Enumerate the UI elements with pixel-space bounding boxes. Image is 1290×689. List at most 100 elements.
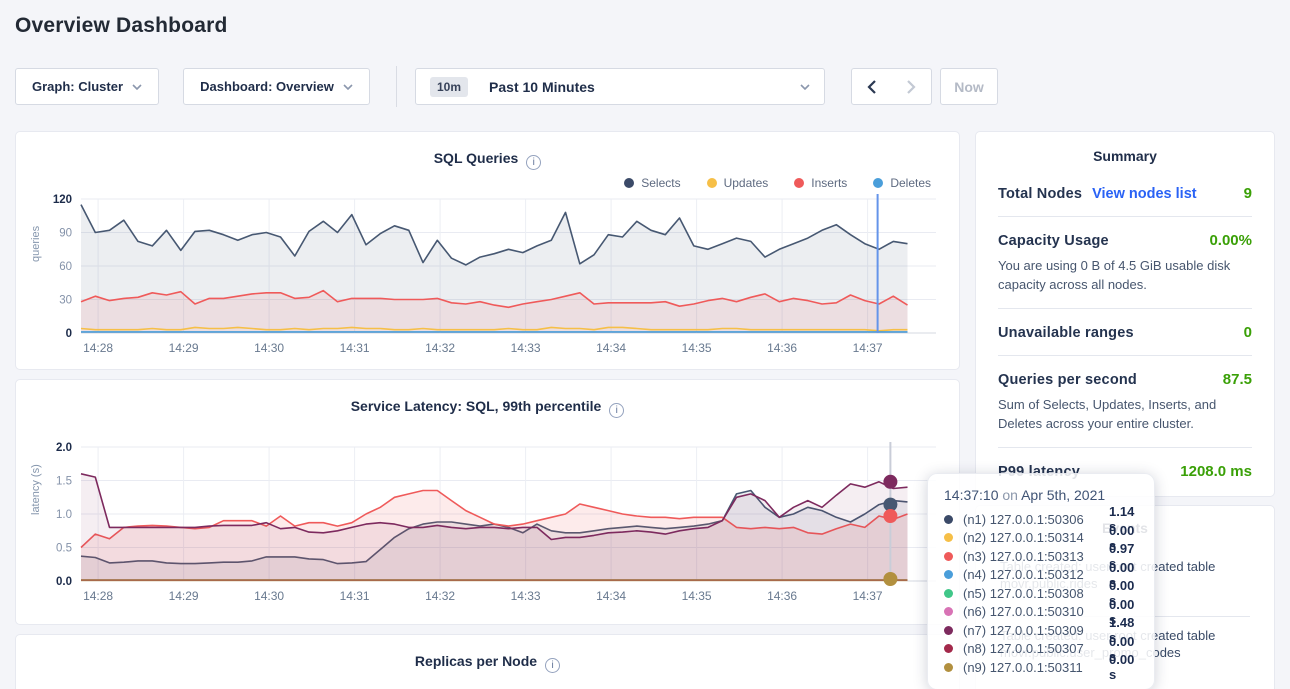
tooltip-node-address: (n2) 127.0.0.1:50314 <box>963 530 1084 546</box>
summary-item: Queries per second 87.5 Sum of Selects, Up… <box>998 356 1252 448</box>
x-tick-label: 14:37 <box>853 341 883 355</box>
tooltip-node-latency: 0.97 s <box>1109 541 1135 572</box>
x-tick-label: 14:29 <box>169 589 199 603</box>
x-tick-label: 14:34 <box>596 341 626 355</box>
node-color-dot <box>944 588 953 598</box>
legend-item-deletes[interactable]: Deletes <box>873 176 931 190</box>
x-tick-label: 14:28 <box>83 589 113 603</box>
sql-queries-chart[interactable]: 0 30 60 90 120 14:28 14:29 14:30 14:31 14:32 14:33… <box>16 192 959 364</box>
summary-item-description: You are using 0 B of 4.5 GiB usable disk… <box>998 258 1231 292</box>
time-range-label: Past 10 Minutes <box>489 78 595 95</box>
tooltip-timestamp: 14:37:10 on Apr 5th, 2021 <box>944 487 1106 503</box>
y-tick-label: 30 <box>59 295 72 307</box>
info-icon[interactable]: i <box>545 658 561 673</box>
legend-dot <box>624 178 635 188</box>
now-button-label: Now <box>954 78 984 95</box>
service-latency-card: Service Latency: SQL, 99th percentile i l… <box>15 379 960 625</box>
time-range-picker[interactable]: 10m Past 10 Minutes <box>415 68 825 105</box>
tooltip-node-address: (n6) 127.0.0.1:50310 <box>963 604 1084 620</box>
y-tick-label: 1.5 <box>56 476 72 488</box>
chevron-down-icon <box>343 83 353 90</box>
x-tick-label: 14:30 <box>254 341 284 355</box>
view-nodes-list-link[interactable]: View nodes list <box>1092 186 1197 202</box>
node-color-dot <box>944 551 953 561</box>
tooltip-node-address: (n9) 127.0.0.1:50311 <box>963 659 1083 675</box>
tooltip-node-address: (n7) 127.0.0.1:50309 <box>963 622 1084 638</box>
legend-item-selects[interactable]: Selects <box>624 176 681 190</box>
tooltip-node-latency: 0.00 s <box>1109 522 1135 553</box>
tooltip-row: (n4) 127.0.0.1:50312 0.00 s <box>944 560 1138 590</box>
node-color-dot <box>944 662 953 672</box>
hover-dot-n3 <box>883 509 898 523</box>
series-n3-line <box>80 489 908 549</box>
prev-time-button[interactable] <box>851 68 892 105</box>
summary-item-value: 0 <box>1243 324 1252 341</box>
legend-label: Inserts <box>811 176 848 190</box>
tooltip-row: (n9) 127.0.0.1:50311 0.00 s <box>944 652 1138 682</box>
x-tick-label: 14:35 <box>682 341 712 355</box>
y-tick-label: 0.5 <box>56 543 72 555</box>
chevron-down-icon <box>800 83 810 90</box>
series-n7-area <box>81 473 908 581</box>
time-range-badge: 10m <box>430 76 469 97</box>
now-button[interactable]: Now <box>940 68 998 105</box>
replicas-per-node-card: Replicas per Node i <box>15 634 960 689</box>
tooltip-node-address: (n8) 127.0.0.1:50307 <box>963 641 1084 657</box>
y-tick-label: 0.0 <box>56 576 72 588</box>
service-latency-title: Service Latency: SQL, 99th percentile i <box>16 380 959 418</box>
info-icon[interactable]: i <box>526 155 542 170</box>
series-Selects-area <box>81 204 908 333</box>
summary-title: Summary <box>1093 148 1157 164</box>
summary-item: Total Nodes View nodes list 9 <box>998 170 1252 217</box>
sql-queries-card: SQL Queries i Selects Updates Inserts Delete… <box>15 131 960 370</box>
info-icon[interactable]: i <box>609 403 625 418</box>
y-tick-label: 90 <box>59 228 72 240</box>
summary-panel: Summary Total Nodes View nodes list 9 Capac… <box>975 131 1275 497</box>
tooltip-row: (n5) 127.0.0.1:50308 0.00 s <box>944 578 1138 608</box>
summary-item-label: Queries per second <box>998 372 1137 388</box>
legend-dot <box>873 178 884 188</box>
hover-dot-n9 <box>883 572 898 586</box>
legend-label: Updates <box>723 176 769 190</box>
summary-item-value: 9 <box>1243 185 1252 202</box>
tooltip-node-address: (n3) 127.0.0.1:50313 <box>963 548 1084 564</box>
y-tick-label: 120 <box>53 194 72 206</box>
tooltip-node-address: (n5) 127.0.0.1:50308 <box>963 585 1084 601</box>
sql-queries-title: SQL Queries i <box>16 132 959 170</box>
tooltip-node-latency: 0.00 s <box>1109 578 1135 609</box>
series-n1-area <box>81 490 908 581</box>
tooltip-row: (n3) 127.0.0.1:50313 0.97 s <box>944 541 1138 571</box>
tooltip-row: (n7) 127.0.0.1:50309 1.48 s <box>944 615 1138 645</box>
series-n3-area <box>81 490 908 581</box>
legend-item-updates[interactable]: Updates <box>706 176 769 190</box>
x-tick-label: 14:30 <box>254 589 284 603</box>
graph-dropdown[interactable]: Graph: Cluster <box>15 68 159 105</box>
x-tick-label: 14:28 <box>83 341 113 355</box>
y-tick-label: 2.0 <box>56 442 72 454</box>
replicas-per-node-title: Replicas per Node i <box>16 635 959 673</box>
next-time-button[interactable] <box>891 68 932 105</box>
node-color-dot <box>944 625 953 635</box>
y-tick-label: 1.0 <box>56 509 72 521</box>
summary-item: Unavailable ranges 0 <box>998 309 1252 356</box>
x-tick-label: 14:33 <box>511 589 541 603</box>
legend-dot <box>794 178 805 188</box>
tooltip-row: (n6) 127.0.0.1:50310 0.00 s <box>944 597 1138 627</box>
tooltip-node-latency: 0.00 s <box>1109 559 1135 590</box>
x-tick-label: 14:29 <box>169 341 199 355</box>
tooltip-node-address: (n4) 127.0.0.1:50312 <box>963 567 1084 583</box>
legend-label: Deletes <box>890 176 931 190</box>
tooltip-row: (n2) 127.0.0.1:50314 0.00 s <box>944 523 1138 553</box>
dashboard-dropdown[interactable]: Dashboard: Overview <box>183 68 370 105</box>
service-latency-chart[interactable]: 0.0 0.5 1.0 1.5 2.0 14:28 14:29 14:30 14:31 14:32… <box>16 440 959 612</box>
hover-dot-n1 <box>883 497 898 512</box>
legend-label: Selects <box>641 176 681 190</box>
legend-item-inserts[interactable]: Inserts <box>794 176 847 190</box>
node-color-dot <box>944 607 953 617</box>
tooltip-node-latency: 1.48 s <box>1109 615 1135 646</box>
tooltip-node-latency: 1.14 s <box>1109 504 1135 535</box>
summary-item-description: Sum of Selects, Updates, Inserts, and De… <box>998 397 1217 431</box>
x-tick-label: 14:33 <box>511 341 541 355</box>
x-tick-label: 14:35 <box>682 589 712 603</box>
